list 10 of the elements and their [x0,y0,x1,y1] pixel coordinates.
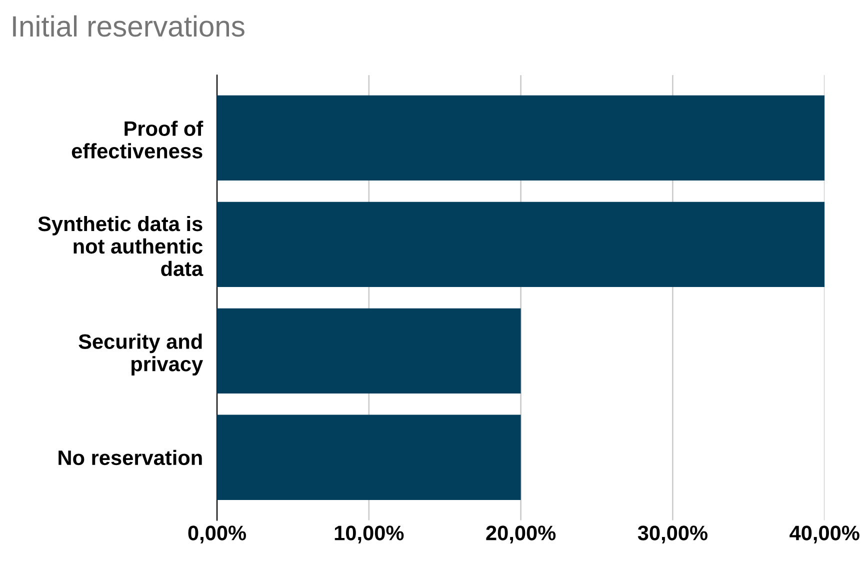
y-tick-label: Proof of effectiveness [72,120,204,158]
x-tick-label: 0,00% [188,526,246,544]
x-tick-label: 10,00% [334,526,404,544]
x-tick-label: 20,00% [486,526,556,544]
y-tick-label: Synthetic data is not authentic data [38,216,204,276]
y-tick-label: Security and privacy [78,334,204,376]
x-tick-label: 40,00% [790,526,860,544]
chart-title: Initial reservations [13,15,244,37]
y-tick-label: No reservation [58,450,202,466]
x-tick-label: 30,00% [638,526,708,544]
